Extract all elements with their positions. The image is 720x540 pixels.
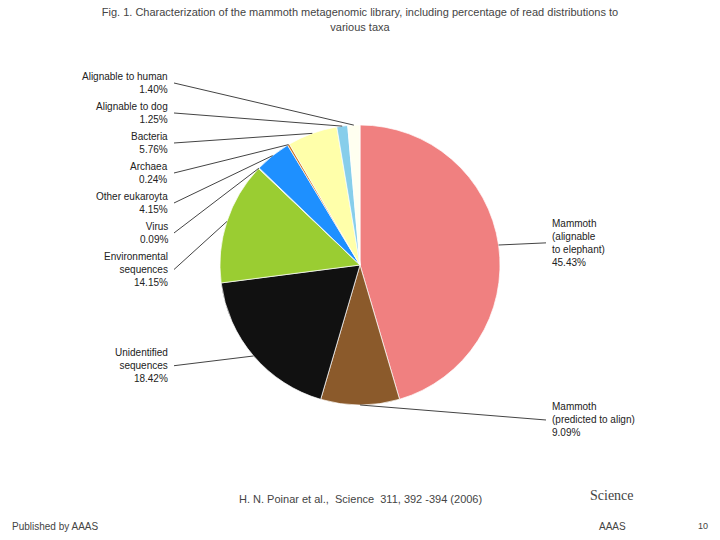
svg-text:Unidentifiedsequences18.42%: Unidentifiedsequences18.42% (115, 347, 168, 384)
svg-text:Bacteria5.76%: Bacteria5.76% (131, 131, 168, 155)
svg-text:Archaea0.24%: Archaea0.24% (130, 161, 168, 185)
svg-text:Mammoth(alignableto elephant)4: Mammoth(alignableto elephant)45.43% (552, 218, 605, 268)
svg-text:Virus0.09%: Virus0.09% (140, 221, 168, 245)
svg-text:Alignable to dog1.25%: Alignable to dog1.25% (96, 101, 168, 125)
svg-text:Alignable to human1.40%: Alignable to human1.40% (82, 71, 168, 95)
svg-text:H. N. Poinar et al., Science: H. N. Poinar et al., Science 311, 392 -3… (239, 493, 482, 505)
svg-text:Fig. 1. Characterization of th: Fig. 1. Characterization of the mammoth … (102, 6, 618, 32)
svg-text:10: 10 (698, 521, 708, 531)
svg-text:AAAS: AAAS (599, 521, 626, 532)
svg-text:Environmentalsequences14.15%: Environmentalsequences14.15% (104, 251, 168, 288)
svg-text:Other eukaroyta4.15%: Other eukaroyta4.15% (96, 191, 168, 215)
svg-text:Published by AAAS: Published by AAAS (12, 521, 98, 532)
svg-text:Mammoth(predicted to align)9.0: Mammoth(predicted to align)9.09% (552, 401, 635, 438)
svg-text:Science: Science (590, 488, 634, 503)
